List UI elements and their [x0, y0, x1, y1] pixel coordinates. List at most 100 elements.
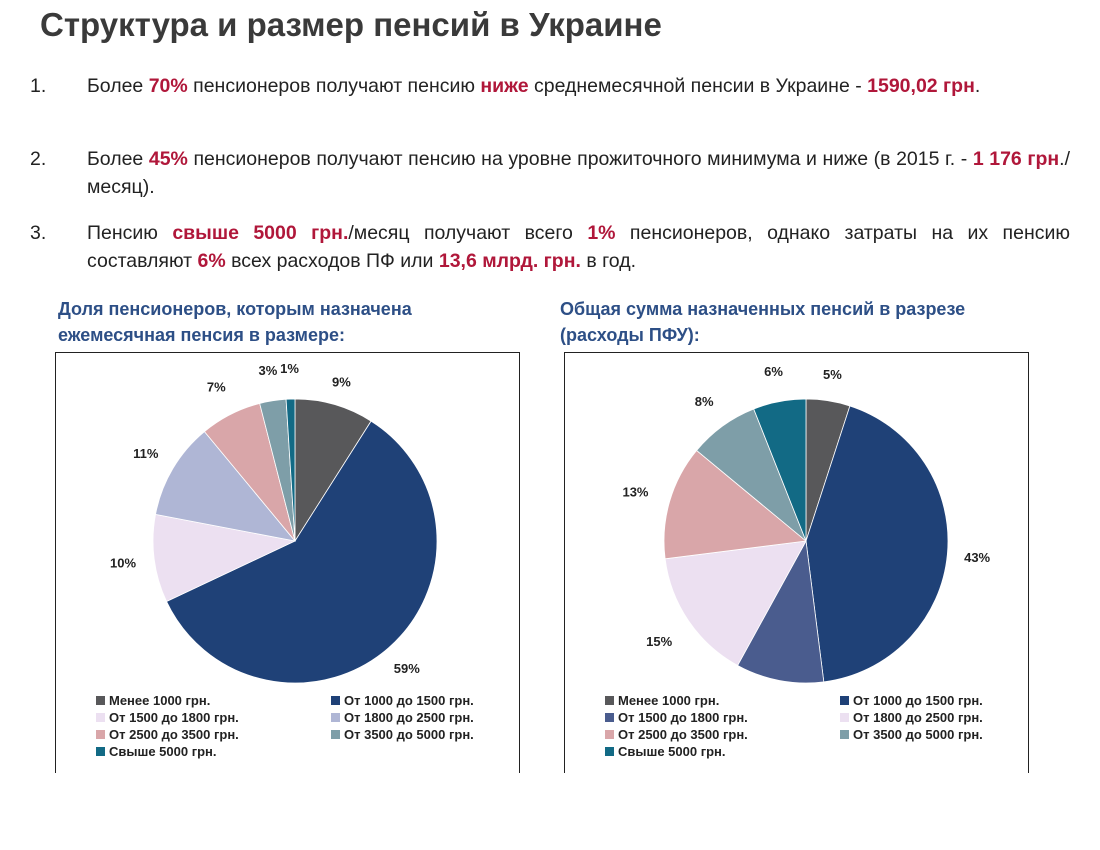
legend-label: Менее 1000 грн.: [618, 693, 720, 708]
text-segment: ./месяц).: [87, 148, 1070, 198]
highlight-text: 1590,02 грн: [867, 75, 975, 97]
legend-item: От 2500 до 3500 грн.: [605, 727, 840, 742]
legend-swatch: [96, 696, 105, 705]
pie-slice: [285, 398, 296, 542]
text-segment: в год.: [580, 250, 636, 272]
point-text: Более 45% пенсионеров получают пенсию на…: [87, 145, 1070, 201]
legend-label: Свыше 5000 грн.: [618, 744, 726, 759]
chart-2-title: Общая сумма назначенных пенсий в разрезе…: [560, 299, 966, 345]
page-title: Структура и размер пенсий в Украине: [40, 6, 662, 43]
point-number: 2.: [30, 148, 47, 170]
highlight-text: 45%: [148, 148, 188, 170]
legend-swatch: [840, 713, 849, 722]
data-label: 7%: [207, 380, 226, 395]
legend-item: Менее 1000 грн.: [605, 693, 840, 708]
highlight-text: свыше 5000 грн.: [172, 222, 349, 244]
chart-1-title: Доля пенсионеров, которым назначена ежем…: [58, 299, 412, 345]
legend-label: От 1000 до 1500 грн.: [344, 693, 474, 708]
legend-item: Свыше 5000 грн.: [96, 744, 331, 759]
legend-item: Свыше 5000 грн.: [605, 744, 840, 759]
text-segment: Более: [87, 148, 149, 170]
legend-swatch: [605, 747, 614, 756]
data-label: 43%: [964, 550, 990, 565]
legend-label: От 2500 до 3500 грн.: [618, 727, 748, 742]
data-label: 59%: [394, 661, 420, 676]
text-segment: пенсионеров получают пенсию на уровне пр…: [187, 148, 973, 170]
text-segment: всех расходов ПФ или: [225, 250, 439, 272]
legend-item: От 1800 до 2500 грн.: [840, 710, 1025, 725]
text-segment: пенсионеров, однако затраты на их пенсию…: [87, 222, 1070, 272]
data-label: 13%: [622, 484, 648, 499]
text-segment: среднемесячной пенсии в Украине -: [528, 75, 868, 97]
highlight-text: 13,6 млрд. грн.: [438, 250, 581, 272]
legend-label: От 1500 до 1800 грн.: [109, 710, 239, 725]
point-3: 3. Пенсию свыше 5000 грн./месяц получают …: [30, 219, 1070, 275]
text-segment: Более: [87, 75, 149, 97]
legend-swatch: [840, 730, 849, 739]
legend-swatch: [605, 696, 614, 705]
chart-1: 9% 59% 10% 11% 7% 3% 1% Менее 1000 грн. От 1000…: [55, 352, 520, 773]
legend-swatch: [96, 713, 105, 722]
legend-item: От 1500 до 1800 грн.: [605, 710, 840, 725]
legend-label: От 2500 до 3500 грн.: [109, 727, 239, 742]
pie-slice: [805, 405, 949, 683]
chart-1-legend: Менее 1000 грн. От 1000 до 1500 грн. От 15…: [96, 693, 516, 759]
legend-label: От 1500 до 1800 грн.: [618, 710, 748, 725]
highlight-text: 70%: [148, 75, 188, 97]
data-label: 10%: [110, 556, 136, 571]
pie-slice: [155, 431, 297, 542]
pie-slice: [753, 398, 807, 542]
legend-swatch: [331, 696, 340, 705]
data-label: 3%: [258, 363, 277, 378]
legend-item: От 1000 до 1500 грн.: [331, 693, 516, 708]
pie-chart-1: 9% 59% 10% 11% 7% 3% 1%: [110, 361, 438, 684]
point-2: 2. Более 45% пенсионеров получают пенсию …: [30, 145, 1070, 201]
legend-item: От 1500 до 1800 грн.: [96, 710, 331, 725]
legend-item: От 3500 до 5000 грн.: [840, 727, 1025, 742]
pie-slice: [152, 513, 297, 602]
point-text: Более 70% пенсионеров получают пенсию ни…: [87, 72, 1070, 100]
data-label: 5%: [823, 367, 842, 382]
legend-item: От 1800 до 2500 грн.: [331, 710, 516, 725]
data-label: 15%: [646, 634, 672, 649]
legend-swatch: [605, 713, 614, 722]
data-label: 9%: [332, 374, 351, 389]
chart-2-legend: Менее 1000 грн. От 1000 до 1500 грн. От 15…: [605, 693, 1025, 759]
legend-label: От 3500 до 5000 грн.: [344, 727, 474, 742]
legend-label: Менее 1000 грн.: [109, 693, 211, 708]
legend-swatch: [840, 696, 849, 705]
legend-label: От 3500 до 5000 грн.: [853, 727, 983, 742]
text-segment: .: [974, 75, 981, 97]
data-label: 11%: [133, 446, 159, 461]
legend-item: От 2500 до 3500 грн.: [96, 727, 331, 742]
point-number: 3.: [30, 222, 47, 244]
legend-item: Менее 1000 грн.: [96, 693, 331, 708]
pie-slice: [737, 539, 825, 684]
highlight-text: ниже: [480, 75, 529, 97]
data-label: 6%: [764, 364, 783, 379]
highlight-text: 1 176 грн: [972, 148, 1060, 170]
legend-swatch: [331, 730, 340, 739]
legend-item: От 3500 до 5000 грн.: [331, 727, 516, 742]
text-segment: Пенсию: [87, 222, 173, 244]
legend-item: От 1000 до 1500 грн.: [840, 693, 1025, 708]
legend-swatch: [331, 713, 340, 722]
highlight-text: 6%: [197, 250, 226, 272]
legend-swatch: [605, 730, 614, 739]
point-text: Пенсию свыше 5000 грн./месяц получают вс…: [87, 219, 1070, 275]
pie-chart-2: 5%43%10%15%13%8%6%: [622, 364, 991, 684]
chart-2: 5%43%10%15%13%8%6% Менее 1000 грн.От 100…: [564, 352, 1029, 773]
legend-label: От 1800 до 2500 грн.: [344, 710, 474, 725]
highlight-text: 1%: [587, 222, 616, 244]
text-segment: пенсионеров получают пенсию: [187, 75, 481, 97]
legend-swatch: [96, 747, 105, 756]
text-segment: /месяц получают всего: [348, 222, 588, 244]
legend-label: От 1800 до 2500 грн.: [853, 710, 983, 725]
legend-label: Свыше 5000 грн.: [109, 744, 217, 759]
pie-slice: [294, 398, 372, 543]
point-number: 1.: [30, 75, 47, 97]
legend-swatch: [96, 730, 105, 739]
point-1: 1. Более 70% пенсионеров получают пенсию …: [30, 72, 1070, 100]
pie-slice: [664, 540, 807, 666]
data-label: 1%: [280, 361, 299, 376]
